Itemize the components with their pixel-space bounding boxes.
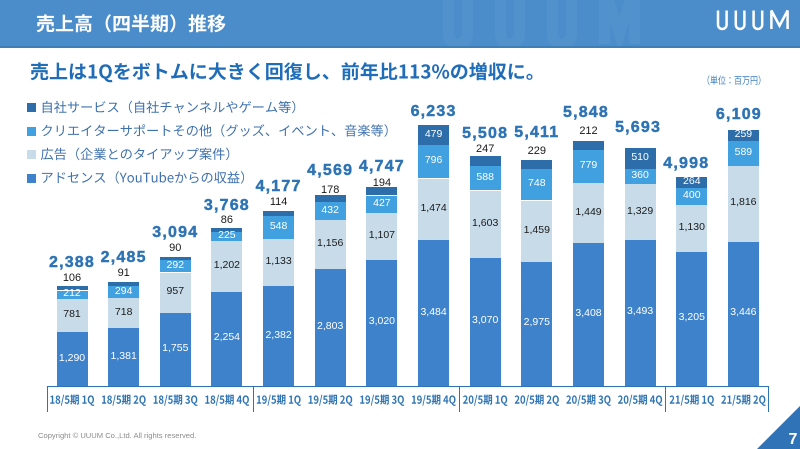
- svg-text:7: 7: [789, 431, 798, 448]
